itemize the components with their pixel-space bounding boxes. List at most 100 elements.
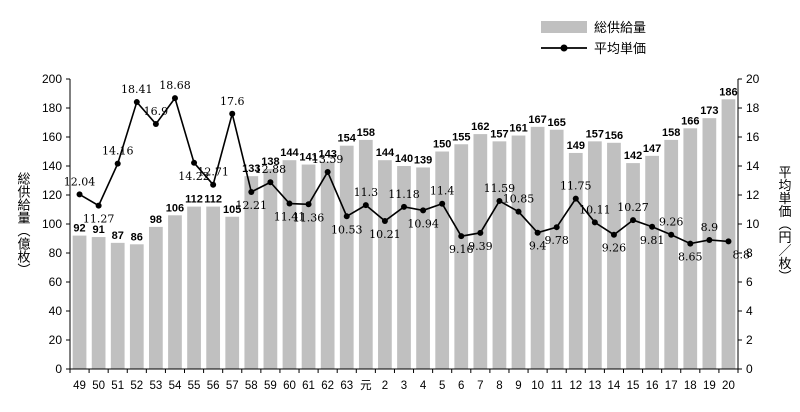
bar — [129, 244, 144, 369]
x-tick-label: 14 — [608, 380, 621, 392]
bar — [301, 164, 316, 369]
line-point — [343, 213, 350, 220]
line-value-label: 9.78 — [544, 234, 569, 247]
x-tick-label: 58 — [245, 380, 258, 392]
line-point — [668, 231, 675, 238]
line-value-label: 10.21 — [369, 228, 401, 241]
line-value-label: 16.9 — [144, 105, 169, 118]
bar-value-label: 157 — [490, 128, 508, 140]
y-right-tick-label: 20 — [746, 72, 760, 86]
bar-value-label: 162 — [471, 121, 489, 133]
bar-value-label: 161 — [509, 123, 527, 135]
line-point — [534, 229, 541, 236]
bar — [607, 142, 621, 369]
bar — [549, 129, 564, 369]
x-tick-label: 3 — [401, 380, 407, 392]
line-point — [458, 233, 465, 240]
bar-value-label: 149 — [567, 140, 585, 152]
axes: 0204060801001201401601802000246810121416… — [42, 72, 760, 392]
bar — [511, 135, 526, 369]
bar — [664, 139, 679, 369]
x-tick-label: 18 — [684, 380, 697, 392]
bar-value-label: 140 — [395, 153, 413, 165]
y-left-tick-label: 40 — [49, 304, 63, 318]
line-value-label: 8.9 — [701, 221, 719, 234]
y-left-tick-label: 140 — [42, 159, 62, 173]
bar-value-label: 138 — [261, 156, 279, 168]
bar-value-label: 106 — [166, 202, 184, 214]
x-tick-label: 12 — [569, 380, 582, 392]
bar-value-label: 158 — [662, 127, 680, 139]
x-tick-label: 59 — [264, 380, 277, 392]
bar-value-label: 142 — [624, 150, 642, 162]
y-left-tick-label: 180 — [42, 101, 62, 115]
line-point — [191, 159, 198, 166]
line-value-label: 10.53 — [331, 223, 363, 236]
x-tick-label: 9 — [515, 380, 521, 392]
x-tick-label: 49 — [73, 380, 86, 392]
x-tick-label: 16 — [646, 380, 659, 392]
bar — [454, 144, 469, 369]
line-point — [152, 120, 159, 127]
legend-swatch-marker — [560, 44, 568, 52]
line-point — [496, 197, 503, 204]
line-value-label: 12.21 — [236, 199, 268, 212]
line-value-label: 11.27 — [83, 213, 115, 226]
line-value-label: 17.6 — [220, 95, 245, 108]
line-point — [114, 160, 121, 167]
legend-label-line: 平均単価 — [594, 41, 646, 57]
line-value-label: 12.04 — [64, 175, 96, 188]
line-value-label: 9.26 — [659, 216, 684, 229]
line-value-label: 18.68 — [159, 79, 191, 92]
line-point — [229, 110, 236, 117]
line-point — [420, 207, 427, 214]
bar-value-label: 165 — [548, 117, 566, 129]
bar — [187, 206, 201, 369]
bar — [492, 141, 507, 369]
y-right-tick-label: 14 — [746, 159, 760, 173]
bar-value-label: 105 — [223, 204, 241, 216]
line-value-label: 11.3 — [354, 186, 379, 199]
line-value-label: 18.41 — [121, 83, 153, 96]
line-value-label: 10.11 — [579, 203, 611, 216]
y-left-tick-label: 0 — [55, 362, 62, 376]
bar — [683, 128, 698, 369]
line-point — [553, 224, 560, 231]
x-tick-label: 55 — [188, 380, 201, 392]
bar — [339, 145, 354, 369]
x-tick-label: 6 — [458, 380, 464, 392]
line-point — [610, 231, 617, 238]
line-point — [591, 219, 598, 226]
x-tick-label: 5 — [439, 380, 445, 392]
legend-swatch-bar — [541, 21, 587, 33]
bar — [72, 235, 87, 369]
bar — [110, 242, 125, 369]
y-right-tick-label: 12 — [746, 188, 760, 202]
bar-value-label: 173 — [700, 105, 718, 117]
bar — [645, 155, 659, 369]
line-point — [725, 238, 732, 245]
line-point — [477, 229, 484, 236]
x-tick-label: 62 — [321, 380, 334, 392]
x-tick-label: 63 — [340, 380, 353, 392]
line-point — [210, 181, 217, 188]
line-point — [305, 201, 312, 208]
line-value-label: 8.65 — [678, 251, 703, 264]
line-point — [381, 217, 388, 224]
line-point — [286, 200, 293, 207]
bar-value-label: 98 — [150, 214, 162, 226]
bar — [244, 176, 259, 369]
bar-value-label: 143 — [318, 149, 336, 161]
bar — [626, 163, 640, 369]
line-point — [95, 202, 102, 209]
bar — [263, 168, 278, 369]
x-tick-label: 17 — [665, 380, 678, 392]
bar-value-label: 112 — [185, 194, 203, 206]
bar-value-label: 166 — [681, 115, 699, 127]
bar-value-label: 154 — [338, 133, 357, 145]
line-value-label: 12.88 — [255, 163, 287, 176]
y-axis-right-label: 平均単価（円／枚） — [776, 166, 792, 283]
line-value-label: 13.59 — [312, 153, 344, 166]
